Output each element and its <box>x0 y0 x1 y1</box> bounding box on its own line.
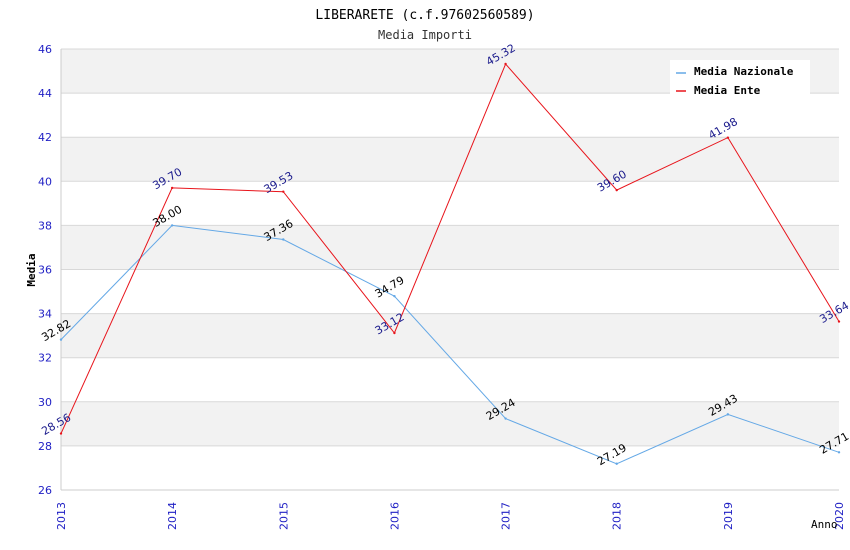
axes <box>60 49 839 491</box>
grid-band <box>61 401 839 446</box>
series-line-media-nazionale <box>60 224 840 465</box>
x-tick-label: 2015 <box>277 502 290 530</box>
data-point <box>170 224 174 227</box>
chart-subtitle: Media Importi <box>378 28 472 42</box>
data-point <box>615 188 618 192</box>
grid-band <box>61 137 839 182</box>
grid-band <box>61 313 839 358</box>
y-axis-label: Media <box>25 253 38 286</box>
data-point <box>282 238 285 241</box>
series-line-media-ente <box>60 63 840 434</box>
series-group <box>59 62 841 465</box>
y-tick-label: 46 <box>38 43 52 56</box>
data-point <box>504 417 507 420</box>
x-axis-label: Anno <box>811 518 838 531</box>
legend: Media Nazionale Media Ente <box>670 60 810 98</box>
x-tick-label: 2014 <box>166 502 179 530</box>
y-tick-label: 38 <box>38 219 52 232</box>
y-tick-label: 28 <box>38 440 52 453</box>
data-label: 34.79 <box>373 274 407 301</box>
x-tick-label: 2017 <box>500 502 513 530</box>
data-point <box>393 294 396 298</box>
grid-bands <box>61 49 839 446</box>
y-tick-label: 34 <box>38 308 52 321</box>
x-tick-label: 2016 <box>388 502 401 530</box>
data-point <box>170 186 174 190</box>
legend-label-media-nazionale: Media Nazionale <box>694 65 794 78</box>
x-tick-label: 2020 <box>833 502 846 530</box>
data-point <box>726 413 730 416</box>
chart-title: LIBERARETE (c.f.97602560589) <box>315 8 534 23</box>
y-axis-ticks: 26 28 30 32 34 36 38 40 42 44 46 <box>38 43 52 497</box>
data-point <box>837 451 841 454</box>
y-tick-label: 44 <box>38 87 52 100</box>
legend-box <box>670 60 810 98</box>
y-tick-label: 40 <box>38 175 52 188</box>
grid-band <box>61 225 839 270</box>
y-tick-label: 26 <box>38 484 52 497</box>
legend-label-media-ente: Media Ente <box>694 84 761 97</box>
y-tick-label: 42 <box>38 131 52 144</box>
y-tick-label: 36 <box>38 264 52 277</box>
data-point <box>615 462 618 465</box>
data-point <box>837 320 841 323</box>
x-axis-ticks: 2013 2014 2015 2016 2017 2018 2019 2020 <box>55 502 846 530</box>
data-point <box>59 338 63 341</box>
y-tick-label: 30 <box>38 396 52 409</box>
x-tick-label: 2019 <box>722 502 735 530</box>
data-point <box>504 62 507 66</box>
data-point <box>393 331 396 335</box>
data-point <box>726 136 730 139</box>
y-tick-label: 32 <box>38 352 52 365</box>
x-tick-label: 2018 <box>611 502 624 530</box>
data-point <box>59 432 63 435</box>
x-tick-label: 2013 <box>55 502 68 530</box>
data-point <box>282 190 285 193</box>
